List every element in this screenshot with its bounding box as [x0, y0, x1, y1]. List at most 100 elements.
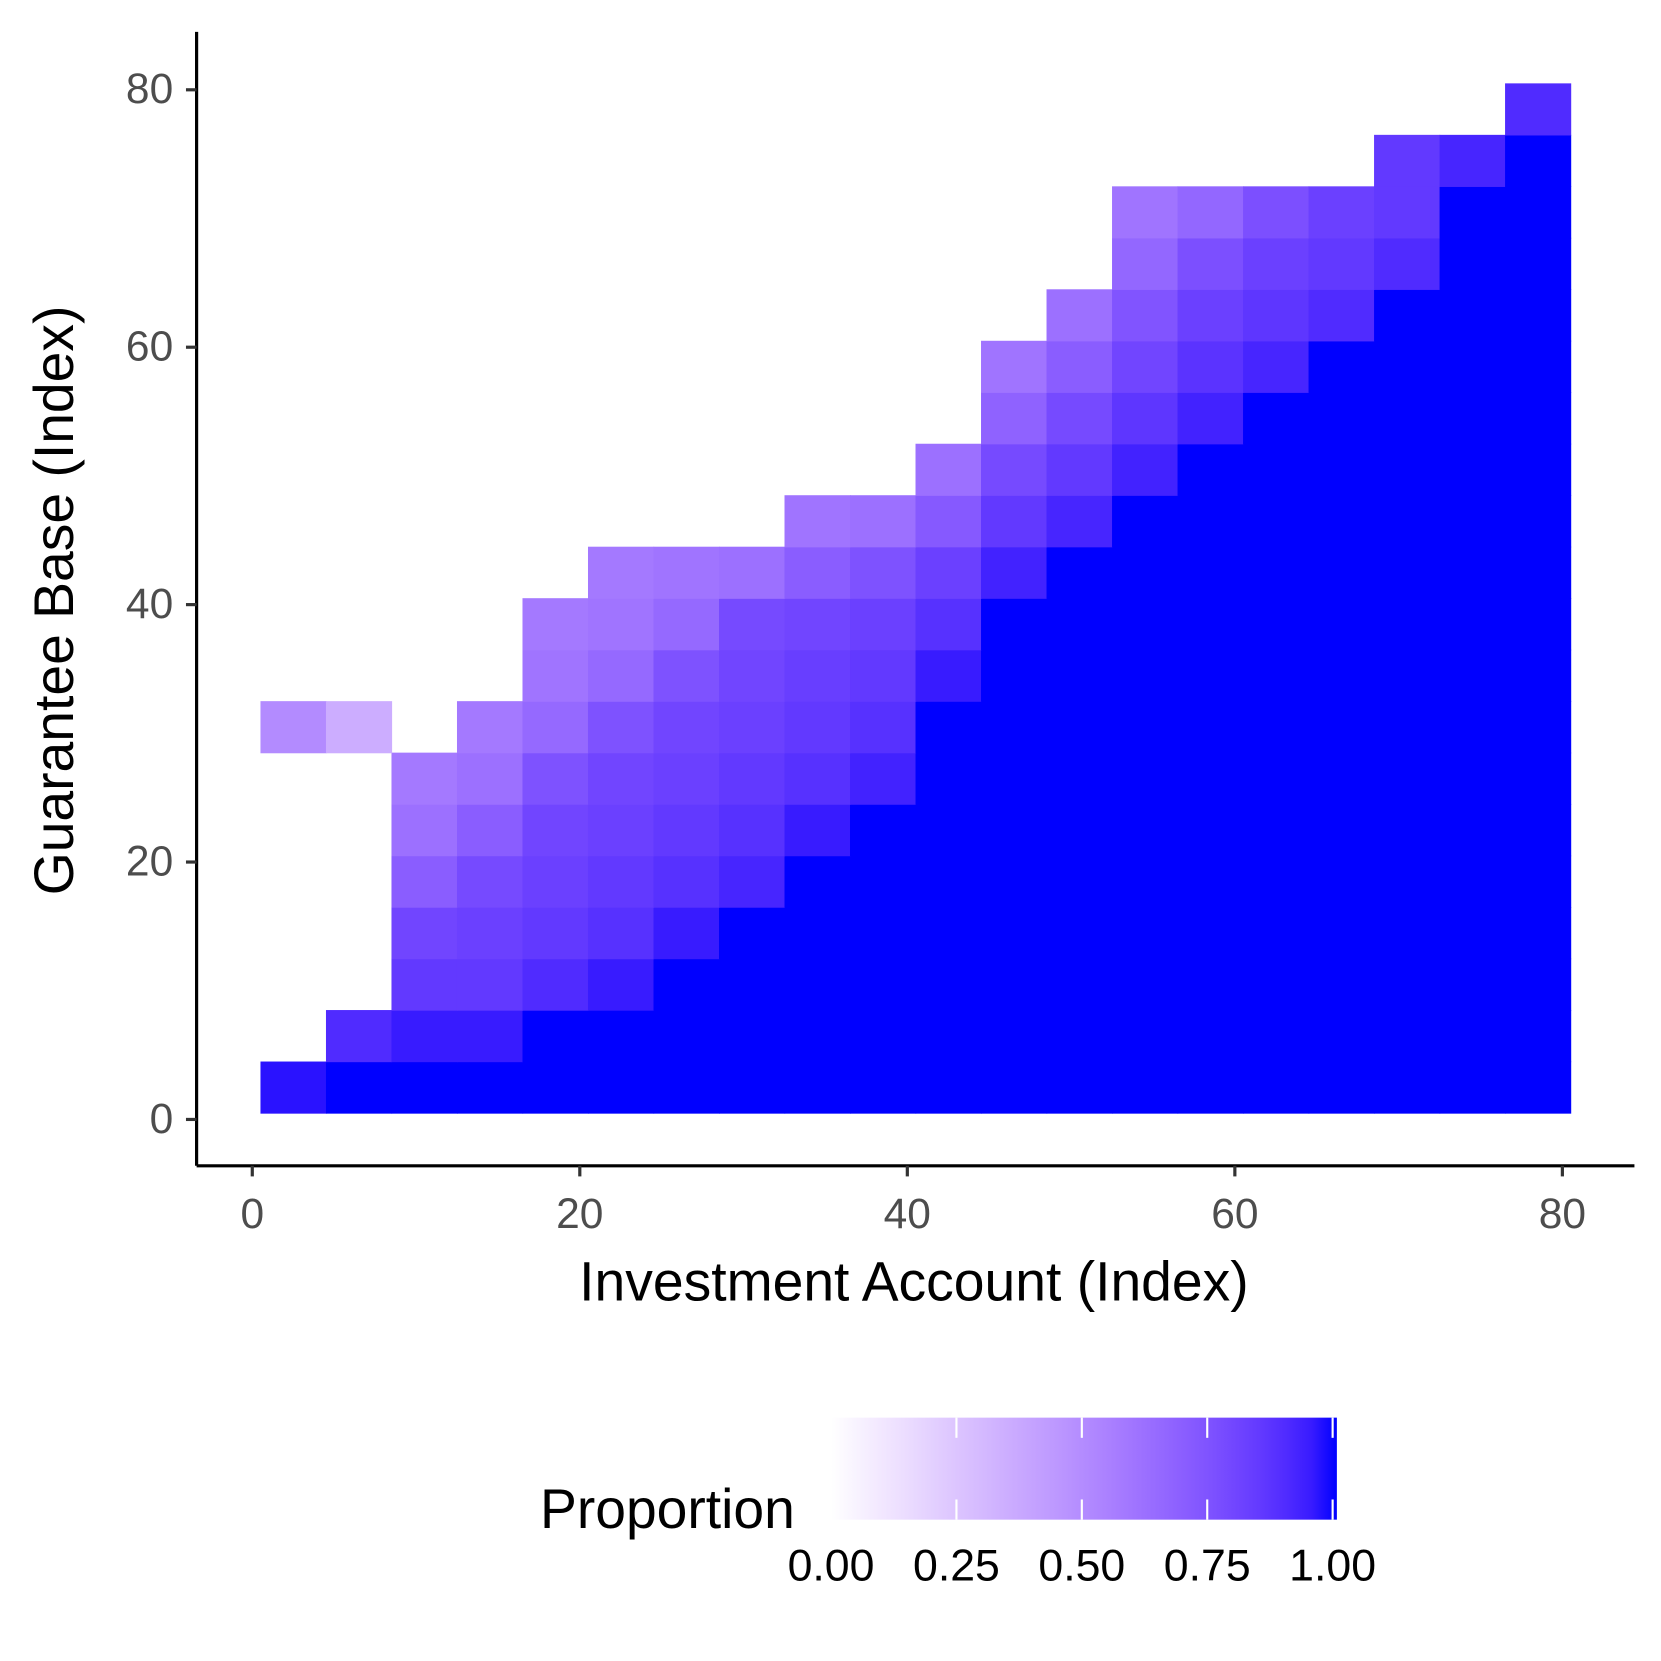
heat-cell [1505, 649, 1572, 702]
heat-cell [1046, 443, 1113, 496]
heat-cell [1308, 495, 1375, 548]
heat-cell [1177, 340, 1244, 393]
heat-cell [1177, 752, 1244, 805]
heat-cell [1439, 804, 1506, 857]
heat-cell [1243, 392, 1310, 445]
heat-cell [1177, 701, 1244, 754]
heat-cell [915, 958, 982, 1011]
heat-cell [653, 804, 720, 857]
heat-cell [1112, 340, 1179, 393]
heat-cell [915, 752, 982, 805]
heat-cell [1177, 237, 1244, 290]
heat-cell [1439, 340, 1506, 393]
heat-cell [1374, 546, 1441, 599]
y-tick-label: 20 [126, 838, 173, 885]
heat-cell [1505, 289, 1572, 342]
heat-cell [1112, 495, 1179, 548]
colorbar-tick-label: 1.00 [1289, 1541, 1376, 1590]
heat-cell [522, 1010, 589, 1063]
heat-cell [719, 598, 786, 651]
heat-cell [1505, 1061, 1572, 1114]
heat-cell [1046, 855, 1113, 908]
heat-cell [1439, 649, 1506, 702]
heat-cell [784, 649, 851, 702]
heat-cell [1243, 752, 1310, 805]
heat-cell [1505, 340, 1572, 393]
heat-cell [391, 752, 458, 805]
heat-cell [981, 855, 1048, 908]
heat-cell [1505, 804, 1572, 857]
heat-cell [850, 907, 917, 960]
heat-cell [522, 907, 589, 960]
heat-cell [1505, 134, 1572, 187]
heat-cell [981, 752, 1048, 805]
heat-cell [1374, 340, 1441, 393]
heat-cell [1177, 546, 1244, 599]
heat-cell [1243, 340, 1310, 393]
heat-cell [784, 495, 851, 548]
heat-cell [915, 546, 982, 599]
heat-cell [1112, 237, 1179, 290]
heat-cell [587, 546, 655, 599]
heat-cell [1046, 701, 1113, 754]
heat-cell [522, 958, 589, 1011]
heat-cell [719, 752, 786, 805]
heat-cell [1374, 649, 1441, 702]
heat-cell [850, 804, 917, 857]
x-tick-label: 80 [1539, 1191, 1586, 1238]
heat-cell [1308, 907, 1375, 960]
heat-cell [1243, 958, 1310, 1011]
heat-cell [981, 443, 1048, 496]
heat-cell [784, 752, 851, 805]
heat-cell [1112, 289, 1179, 342]
heat-cell [1112, 598, 1179, 651]
heat-cell [391, 907, 458, 960]
heat-cell [1243, 186, 1310, 239]
heat-cell [1308, 186, 1375, 239]
heat-cell [719, 958, 786, 1011]
y-tick-label: 40 [126, 581, 173, 628]
heat-cell [1439, 855, 1506, 908]
heat-cell [981, 958, 1048, 1011]
heat-cell [915, 443, 982, 496]
heat-cell [653, 1061, 720, 1114]
heat-cell [981, 1061, 1048, 1114]
heat-cell [1505, 598, 1572, 651]
heat-cell [1112, 186, 1179, 239]
heat-cell [1308, 546, 1375, 599]
heat-cell [456, 855, 524, 908]
heat-cell [1505, 495, 1572, 548]
colorbar-tick-label: 0.25 [913, 1541, 1000, 1590]
heat-cell [981, 546, 1048, 599]
heat-cell [1177, 907, 1244, 960]
heat-cell [1243, 855, 1310, 908]
heat-cell [850, 958, 917, 1011]
heat-cell [325, 1010, 393, 1063]
heat-cell [653, 701, 720, 754]
heat-cell [1505, 701, 1572, 754]
heat-cell [1374, 392, 1441, 445]
heat-cell [1439, 495, 1506, 548]
heat-cell [587, 701, 655, 754]
heat-cell [1439, 392, 1506, 445]
x-tick-label: 20 [556, 1191, 603, 1238]
heat-cell [1177, 958, 1244, 1011]
heat-cell [1243, 1061, 1310, 1114]
heat-cell [784, 701, 851, 754]
heat-cell [1243, 237, 1310, 290]
heat-cell [784, 907, 851, 960]
heat-cell [1308, 598, 1375, 651]
heat-cell [1374, 598, 1441, 651]
heat-cell [1243, 598, 1310, 651]
heat-cell [1439, 186, 1506, 239]
colorbar-tick-label: 0.75 [1164, 1541, 1251, 1590]
heat-cell [1243, 495, 1310, 548]
x-tick-label: 60 [1211, 1191, 1258, 1238]
heat-cell [587, 907, 655, 960]
heat-cell [1046, 804, 1113, 857]
heat-cell [915, 649, 982, 702]
heat-cell [915, 1061, 982, 1114]
heat-cell [1374, 1010, 1441, 1063]
